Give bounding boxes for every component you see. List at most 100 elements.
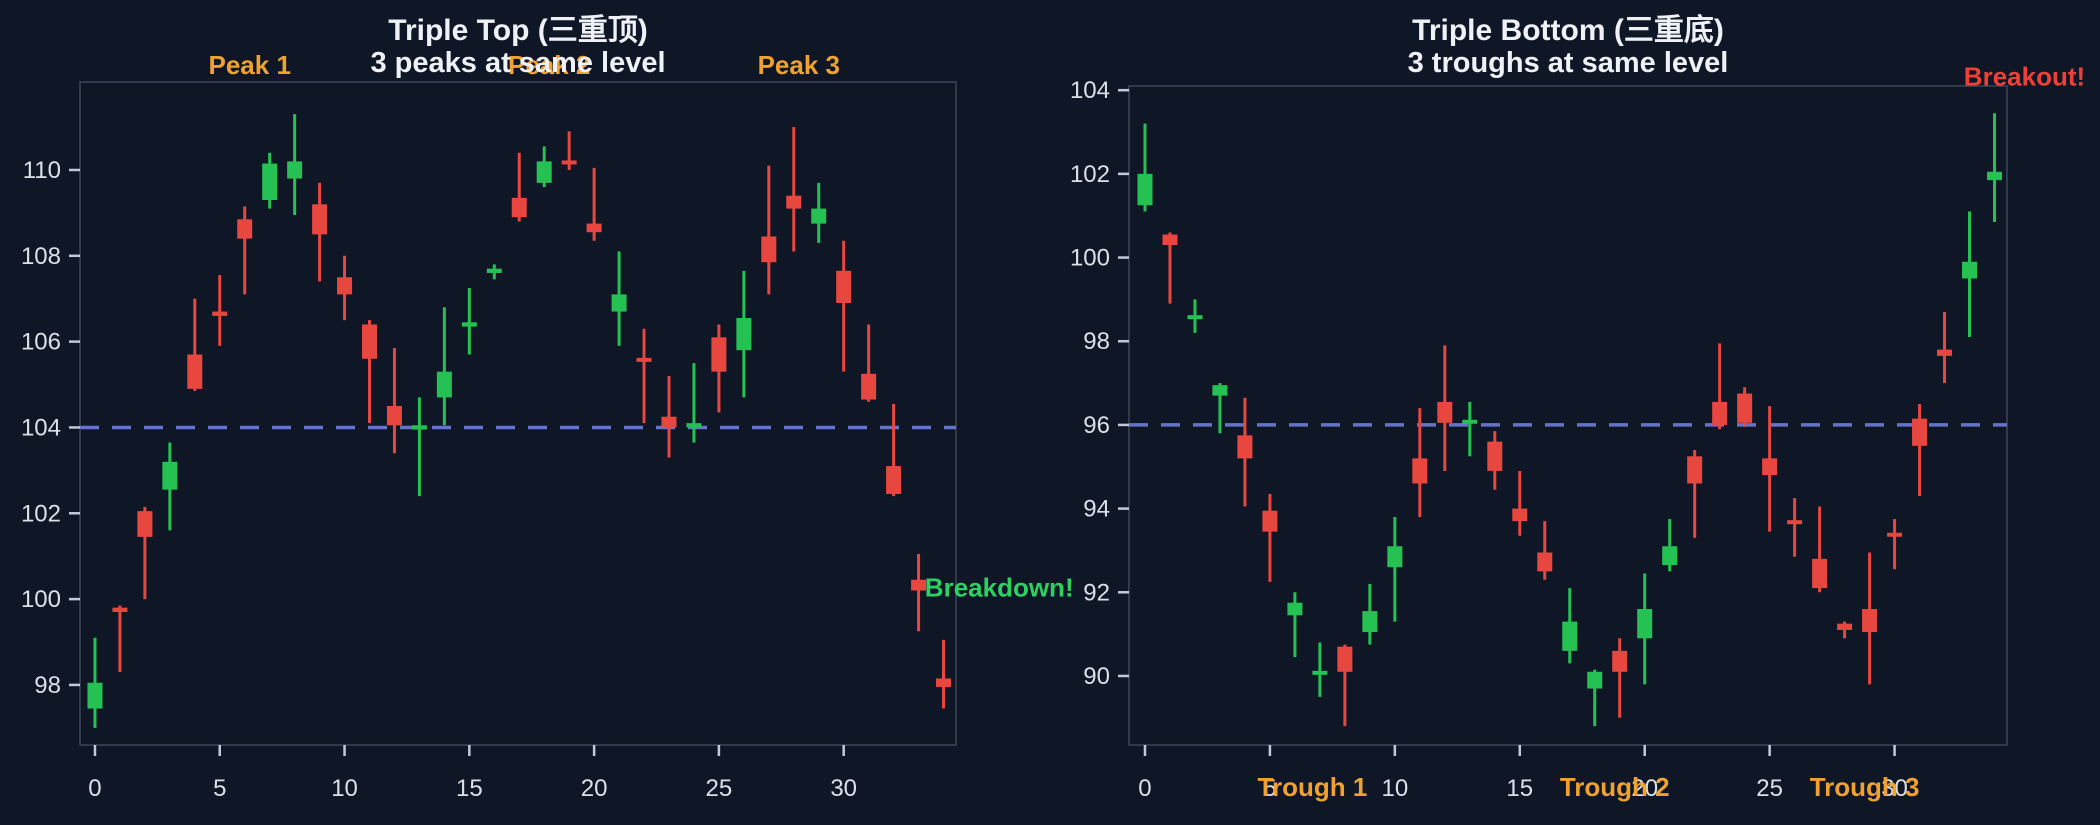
candle-down xyxy=(312,182,328,282)
candle-body xyxy=(1437,401,1453,423)
candle-body xyxy=(112,607,128,612)
candle-body xyxy=(1987,171,2003,181)
plot-border xyxy=(79,81,957,746)
candle-body xyxy=(811,208,827,224)
candle-body xyxy=(1787,520,1803,525)
y-tick-label: 106 xyxy=(21,329,61,356)
candle-down xyxy=(1887,519,1903,570)
candle-down xyxy=(661,375,677,458)
candle-up xyxy=(1462,401,1478,457)
triple-bottom-chart: 90 92 94 96 98 100 102 104 0 5 10 15 20 25 30 Trough 1 T… xyxy=(1070,14,2085,802)
y-tick-label: 94 xyxy=(1083,496,1110,523)
x-tick-label: 0 xyxy=(1138,775,1151,802)
candle-body xyxy=(1837,623,1853,630)
y-tick-label: 96 xyxy=(1083,412,1110,439)
y-tick-label: 102 xyxy=(21,500,61,527)
candle-body xyxy=(536,161,552,183)
candle-down xyxy=(1737,387,1753,428)
candle-body xyxy=(137,511,153,537)
candle-up xyxy=(162,442,178,531)
candle-up xyxy=(611,251,627,346)
candle-down xyxy=(586,167,602,241)
candle-body xyxy=(711,337,727,372)
candle-down xyxy=(386,348,402,454)
y-tick-label: 98 xyxy=(34,672,61,699)
candle-body xyxy=(1487,441,1503,471)
candle-body xyxy=(287,161,303,179)
annotation-peak-3: Peak 3 xyxy=(758,50,840,80)
y-tick-label: 98 xyxy=(1083,328,1110,355)
candle-down xyxy=(911,554,927,632)
y-tick-label: 92 xyxy=(1083,579,1110,606)
candle-body xyxy=(786,195,802,209)
candle-body xyxy=(1612,650,1628,672)
y-tick-label: 108 xyxy=(21,243,61,270)
candle-body xyxy=(1287,602,1303,616)
candle-body xyxy=(886,466,902,494)
candle-down xyxy=(1912,403,1928,497)
candle-body xyxy=(262,163,278,201)
candle-body xyxy=(1587,671,1603,689)
candle-up xyxy=(1187,299,1203,333)
candle-body xyxy=(362,324,378,359)
candle-body xyxy=(87,682,103,709)
candle-up xyxy=(461,287,477,355)
candle-body xyxy=(1312,670,1328,675)
candle-body xyxy=(586,223,602,233)
candle-body xyxy=(237,219,253,239)
candle-up xyxy=(1137,123,1153,212)
candle-body xyxy=(337,277,353,295)
triple-top-chart: 98 100 102 104 106 108 110 0 5 10 15 20 25 30 Peak 1 Pe… xyxy=(21,14,1074,802)
candle-body xyxy=(1862,609,1878,633)
y-tick-label: 104 xyxy=(1070,77,1110,104)
candle-down xyxy=(761,165,777,295)
candle-body xyxy=(761,236,777,263)
candle-up xyxy=(736,270,752,398)
candle-body xyxy=(486,268,502,273)
candle-up xyxy=(536,146,552,188)
x-tick-label: 0 xyxy=(88,775,101,802)
candle-body xyxy=(1187,315,1203,320)
annotation-trough-2: Trough 2 xyxy=(1560,772,1670,802)
candle-up xyxy=(1312,642,1328,697)
candle-body xyxy=(1637,609,1653,639)
annotation-breakdown: Breakdown! xyxy=(925,573,1074,603)
candle-body xyxy=(661,416,677,428)
candle-body xyxy=(386,405,402,426)
candle-up xyxy=(1987,113,2003,222)
candle-body xyxy=(1912,418,1928,446)
candle-up xyxy=(1637,573,1653,685)
candle-down xyxy=(212,275,228,346)
candle-body xyxy=(1937,349,1953,356)
x-tick-label: 30 xyxy=(830,775,857,802)
candle-body xyxy=(1712,401,1728,425)
candle-body xyxy=(187,354,203,389)
candle-down xyxy=(786,127,802,252)
candle-body xyxy=(1687,456,1703,484)
annotation-peak-2: Peak 2 xyxy=(508,50,590,80)
annotation-breakout: Breakout! xyxy=(1964,61,2085,91)
candle-body xyxy=(1762,458,1778,476)
x-tick-label: 15 xyxy=(456,775,483,802)
candle-body xyxy=(1512,508,1528,522)
candle-body xyxy=(836,270,852,303)
candle-body xyxy=(1212,385,1228,396)
candle-body xyxy=(1137,173,1153,206)
candle-body xyxy=(686,423,702,428)
candle-down xyxy=(636,328,652,424)
x-tick-label: 20 xyxy=(581,775,608,802)
candle-up xyxy=(1587,669,1603,727)
candle-body xyxy=(1887,532,1903,537)
candle-up xyxy=(1962,211,1978,338)
candle-down xyxy=(1862,552,1878,685)
candle-down xyxy=(187,298,203,391)
candle-body xyxy=(1962,261,1978,279)
candle-body xyxy=(1387,546,1403,568)
candle-body xyxy=(1537,552,1553,572)
x-tick-label: 10 xyxy=(1381,775,1408,802)
candle-body xyxy=(1362,611,1378,633)
candle-body xyxy=(436,371,452,398)
candle-body xyxy=(1737,393,1753,423)
candle-down xyxy=(1437,345,1453,471)
